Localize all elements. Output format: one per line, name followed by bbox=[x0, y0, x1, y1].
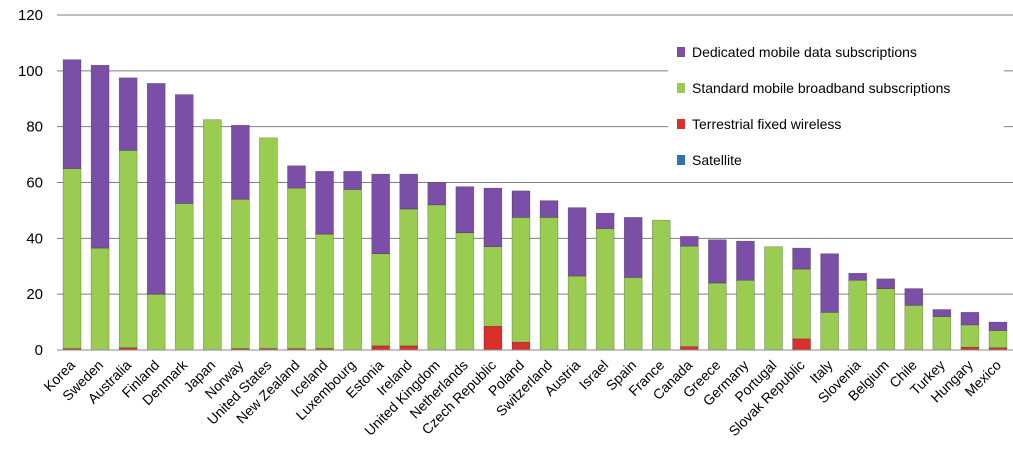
bar-czech-republic-dedicated-mobile-data-subscriptions bbox=[483, 187, 503, 248]
bar-israel-standard-mobile-broadband-subscriptions bbox=[595, 228, 615, 351]
bar-italy-standard-mobile-broadband-subscriptions bbox=[820, 312, 839, 351]
bar-finland-dedicated-mobile-data-subscriptions bbox=[146, 83, 166, 295]
bar-slovenia-dedicated-mobile-data-subscriptions bbox=[848, 272, 867, 281]
bar-new-zealand-dedicated-mobile-data-subscriptions bbox=[287, 165, 306, 189]
bar-slovak-republic-dedicated-mobile-data-subscriptions bbox=[792, 247, 811, 270]
bar-denmark-dedicated-mobile-data-subscriptions bbox=[174, 94, 194, 204]
bar-switzerland-dedicated-mobile-data-subscriptions bbox=[539, 200, 559, 218]
legend-swatch-terrestrial-fixed-wireless bbox=[677, 119, 685, 129]
bar-poland-dedicated-mobile-data-subscriptions bbox=[511, 190, 531, 218]
legend-swatch-dedicated-mobile-data-subscriptions bbox=[677, 47, 685, 57]
bar-iceland-dedicated-mobile-data-subscriptions bbox=[315, 171, 334, 235]
bar-switzerland-standard-mobile-broadband-subscriptions bbox=[539, 217, 559, 351]
bars bbox=[62, 59, 1008, 351]
bar-iceland-standard-mobile-broadband-subscriptions bbox=[315, 233, 334, 349]
bar-luxembourg-standard-mobile-broadband-subscriptions bbox=[343, 189, 362, 351]
bar-italy-dedicated-mobile-data-subscriptions bbox=[820, 253, 839, 313]
bar-chile-standard-mobile-broadband-subscriptions bbox=[904, 305, 924, 351]
y-tick-label: 80 bbox=[26, 119, 43, 136]
bar-denmark-standard-mobile-broadband-subscriptions bbox=[174, 203, 194, 351]
y-tick-label: 40 bbox=[26, 230, 43, 247]
bar-france-standard-mobile-broadband-subscriptions bbox=[651, 219, 671, 351]
bar-chile-dedicated-mobile-data-subscriptions bbox=[904, 288, 924, 306]
bar-ireland-standard-mobile-broadband-subscriptions bbox=[399, 208, 419, 347]
bar-slovak-republic-terrestrial-fixed-wireless bbox=[792, 338, 811, 351]
bar-poland-terrestrial-fixed-wireless bbox=[511, 341, 531, 351]
bar-belgium-dedicated-mobile-data-subscriptions bbox=[876, 278, 896, 289]
bar-netherlands-dedicated-mobile-data-subscriptions bbox=[455, 186, 475, 234]
legend-label-standard-mobile-broadband-subscriptions: Standard mobile broadband subscriptions bbox=[692, 80, 950, 96]
y-axis-ticks: 0 20 40 60 80 100 120 bbox=[18, 7, 43, 359]
legend-label-terrestrial-fixed-wireless: Terrestrial fixed wireless bbox=[692, 116, 841, 132]
legend-label-satellite: Satellite bbox=[692, 152, 742, 168]
bar-spain-dedicated-mobile-data-subscriptions bbox=[623, 217, 643, 278]
bar-greece-standard-mobile-broadband-subscriptions bbox=[708, 282, 727, 351]
bar-ireland-dedicated-mobile-data-subscriptions bbox=[399, 173, 419, 210]
bar-slovak-republic-standard-mobile-broadband-subscriptions bbox=[792, 268, 811, 340]
bar-united-states-standard-mobile-broadband-subscriptions bbox=[259, 137, 278, 349]
bar-mexico-standard-mobile-broadband-subscriptions bbox=[988, 330, 1008, 349]
bar-korea-dedicated-mobile-data-subscriptions bbox=[62, 59, 82, 169]
bar-czech-republic-standard-mobile-broadband-subscriptions bbox=[483, 246, 503, 327]
bar-slovenia-standard-mobile-broadband-subscriptions bbox=[848, 279, 867, 351]
bar-australia-dedicated-mobile-data-subscriptions bbox=[118, 77, 138, 151]
bar-hungary-standard-mobile-broadband-subscriptions bbox=[960, 324, 980, 348]
bar-germany-standard-mobile-broadband-subscriptions bbox=[736, 279, 755, 351]
bar-mexico-dedicated-mobile-data-subscriptions bbox=[988, 321, 1008, 331]
bar-austria-dedicated-mobile-data-subscriptions bbox=[567, 207, 587, 277]
y-tick-label: 60 bbox=[26, 175, 43, 192]
bar-norway-standard-mobile-broadband-subscriptions bbox=[231, 198, 250, 349]
y-tick-label: 0 bbox=[35, 342, 43, 359]
bar-ireland-terrestrial-fixed-wireless bbox=[399, 345, 419, 351]
bar-australia-standard-mobile-broadband-subscriptions bbox=[118, 150, 138, 349]
bar-netherlands-standard-mobile-broadband-subscriptions bbox=[455, 232, 475, 351]
bar-spain-standard-mobile-broadband-subscriptions bbox=[623, 277, 643, 351]
bar-belgium-standard-mobile-broadband-subscriptions bbox=[876, 288, 896, 351]
y-tick-label: 100 bbox=[18, 63, 43, 80]
y-tick-label: 20 bbox=[26, 286, 43, 303]
bar-korea-standard-mobile-broadband-subscriptions bbox=[62, 168, 82, 349]
y-tick-label: 120 bbox=[18, 7, 43, 24]
bar-germany-dedicated-mobile-data-subscriptions bbox=[736, 240, 755, 281]
bar-united-kingdom-standard-mobile-broadband-subscriptions bbox=[427, 204, 447, 351]
legend: Dedicated mobile data subscriptions Stand… bbox=[668, 30, 1004, 180]
bar-greece-dedicated-mobile-data-subscriptions bbox=[708, 239, 727, 284]
bar-israel-dedicated-mobile-data-subscriptions bbox=[595, 212, 615, 229]
x-axis-labels: KoreaSwedenAustraliaFinlandDenmarkJapanN… bbox=[40, 356, 1004, 439]
bar-united-kingdom-dedicated-mobile-data-subscriptions bbox=[427, 182, 447, 206]
bar-sweden-standard-mobile-broadband-subscriptions bbox=[90, 247, 110, 351]
bar-turkey-standard-mobile-broadband-subscriptions bbox=[932, 316, 952, 351]
bar-canada-dedicated-mobile-data-subscriptions bbox=[680, 236, 699, 247]
bar-portugal-standard-mobile-broadband-subscriptions bbox=[764, 246, 783, 351]
legend-background bbox=[668, 30, 1004, 180]
bar-hungary-dedicated-mobile-data-subscriptions bbox=[960, 312, 980, 326]
bar-norway-dedicated-mobile-data-subscriptions bbox=[231, 124, 250, 200]
x-tick-label: Israel bbox=[576, 357, 612, 393]
bar-estonia-standard-mobile-broadband-subscriptions bbox=[371, 253, 390, 347]
bar-finland-standard-mobile-broadband-subscriptions bbox=[146, 293, 166, 351]
bar-austria-standard-mobile-broadband-subscriptions bbox=[567, 275, 587, 351]
bar-new-zealand-standard-mobile-broadband-subscriptions bbox=[287, 187, 306, 349]
bar-canada-terrestrial-fixed-wireless bbox=[680, 346, 699, 351]
legend-swatch-standard-mobile-broadband-subscriptions bbox=[677, 83, 685, 93]
bar-sweden-dedicated-mobile-data-subscriptions bbox=[90, 64, 110, 249]
bar-estonia-dedicated-mobile-data-subscriptions bbox=[371, 173, 390, 254]
bar-japan-standard-mobile-broadband-subscriptions bbox=[203, 119, 222, 351]
bar-turkey-dedicated-mobile-data-subscriptions bbox=[932, 309, 952, 317]
bar-estonia-terrestrial-fixed-wireless bbox=[371, 345, 390, 351]
bar-czech-republic-terrestrial-fixed-wireless bbox=[483, 325, 503, 351]
bar-luxembourg-dedicated-mobile-data-subscriptions bbox=[343, 171, 362, 190]
bar-canada-standard-mobile-broadband-subscriptions bbox=[680, 245, 699, 347]
bar-poland-standard-mobile-broadband-subscriptions bbox=[511, 217, 531, 343]
legend-label-dedicated-mobile-data-subscriptions: Dedicated mobile data subscriptions bbox=[692, 44, 917, 60]
legend-swatch-satellite bbox=[677, 155, 685, 165]
